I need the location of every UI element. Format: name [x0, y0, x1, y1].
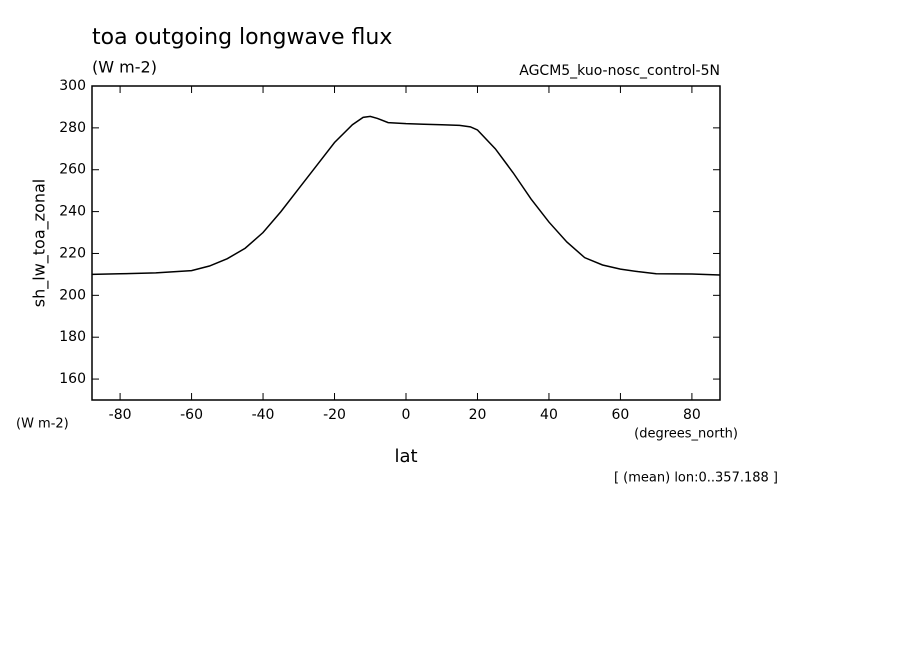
plot-frame [91, 85, 721, 401]
y-tick-label: 200 [59, 287, 86, 303]
x-tick-label: -60 [180, 407, 203, 423]
x-tick-label: -80 [109, 407, 132, 423]
x-axis-label: lat [394, 446, 417, 467]
x-tick-label: 0 [402, 407, 411, 423]
dataset-label: AGCM5_kuo-nosc_control-5N [519, 63, 720, 79]
y-tick-label: 180 [59, 329, 86, 345]
note: [ (mean) lon:0..357.188 ] [614, 471, 778, 486]
x-tick-label: -20 [323, 407, 346, 423]
data-line [91, 115, 721, 276]
y-axis-label: sh_lw_toa_zonal [30, 179, 50, 307]
y-tick-label: 260 [59, 162, 86, 178]
x-units: (degrees_north) [634, 427, 738, 442]
y-tick-label: 280 [59, 120, 86, 136]
x-tick-label: -40 [252, 407, 275, 423]
x-tick-label: 60 [612, 407, 630, 423]
chart-title: toa outgoing longwave flux [92, 25, 392, 50]
y-units: (W m-2) [16, 417, 69, 432]
y-tick-label: 240 [59, 204, 86, 220]
x-tick-label: 20 [469, 407, 487, 423]
y-tick-label: 300 [59, 78, 86, 94]
chart-subtitle: (W m-2) [92, 58, 157, 77]
y-tick-label: 160 [59, 371, 86, 387]
x-tick-label: 80 [683, 407, 701, 423]
y-tick-label: 220 [59, 245, 86, 261]
x-tick-label: 40 [540, 407, 558, 423]
